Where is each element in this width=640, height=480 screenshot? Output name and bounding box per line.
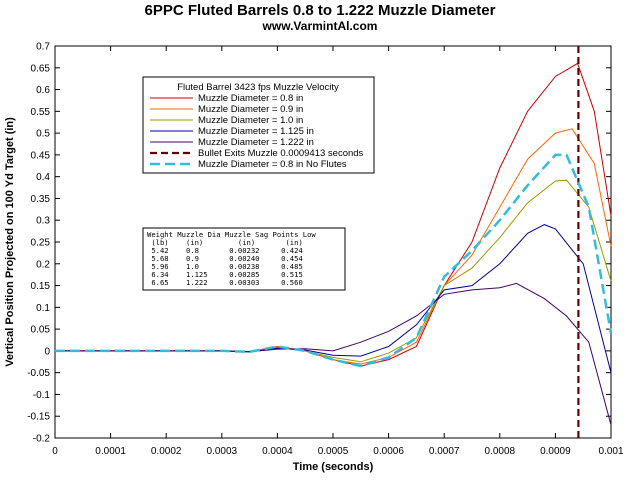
y-tick-label: 0.1: [36, 303, 50, 314]
y-tick-label: 0.7: [36, 42, 50, 53]
chart-title: 6PPC Fluted Barrels 0.8 to 1.222 Muzzle …: [144, 2, 496, 19]
table-line: 5.96 1.0 0.00238 0.485: [147, 262, 303, 271]
x-tick-label: 0.001: [598, 446, 623, 457]
x-tick-label: 0.0009: [540, 446, 571, 457]
y-tick-label: 0.25: [31, 238, 51, 249]
legend-title: Fluted Barrel 3423 fps Muzzle Velocity: [177, 82, 339, 93]
x-tick-label: 0.0001: [95, 446, 126, 457]
table-line: 5.68 0.9 0.00240 0.454: [147, 254, 303, 263]
x-tick-label: 0.0005: [318, 446, 349, 457]
table-line: (lb) (in) (in) (in): [147, 238, 303, 247]
series-layer: [55, 46, 613, 438]
x-tick-label: 0.0006: [373, 446, 404, 457]
y-tick-label: 0.2: [36, 259, 50, 270]
axis-ticks: 0 0.0001 0.0002 0.0003 0.0004 0.0005 0.0006 0.0…: [27, 42, 624, 458]
x-axis-label: Time (seconds): [293, 461, 374, 473]
table-line: 6.65 1.222 0.00303 0.560: [147, 278, 303, 287]
table-line: 5.42 0.8 0.00232 0.424: [147, 246, 303, 255]
legend-label: Muzzle Diameter = 1.0 in: [198, 115, 303, 126]
legend-label: Bullet Exits Muzzle 0.0009413 seconds: [198, 148, 364, 159]
y-tick-label: 0.3: [36, 216, 50, 227]
legend-label: Muzzle Diameter = 0.8 in: [198, 93, 303, 104]
data-table: Weight Muzzle Dia Muzzle Sag Points Low …: [142, 227, 346, 291]
x-tick-label: 0.0003: [207, 446, 238, 457]
x-tick-label: 0.0002: [151, 446, 182, 457]
data-table-box: [142, 227, 346, 291]
y-tick-label: -0.2: [33, 434, 51, 445]
table-line: Weight Muzzle Dia Muzzle Sag Points Low: [147, 230, 316, 239]
y-tick-label: 0.15: [31, 281, 51, 292]
y-tick-label: 0.45: [31, 150, 51, 161]
y-tick-label: 0.05: [31, 325, 51, 336]
x-tick-label: 0.0008: [485, 446, 516, 457]
y-tick-label: 0.35: [31, 194, 51, 205]
legend-box: [142, 76, 375, 174]
legend-label: Muzzle Diameter = 0.9 in: [198, 104, 303, 115]
x-tick-label: 0.0007: [429, 446, 460, 457]
legend-label: Muzzle Diameter = 1.125 in: [198, 126, 314, 137]
y-tick-label: -0.15: [27, 412, 50, 423]
series-line-5: [55, 282, 612, 426]
y-tick-label: 0: [44, 346, 50, 357]
x-tick-label: 0.0004: [262, 446, 293, 457]
y-tick-label: 0.5: [36, 129, 50, 140]
y-tick-label: -0.1: [33, 390, 51, 401]
y-tick-label: 0.65: [31, 63, 51, 74]
series-line-7: [55, 153, 613, 368]
y-axis-label: Vertical Position Projected on 100 Yd Ta…: [4, 117, 16, 367]
y-tick-label: 0.55: [31, 107, 51, 118]
chart-subtitle: www.VarmintAl.com: [262, 19, 378, 33]
legend-label: Muzzle Diameter = 0.8 in No Flutes: [198, 159, 347, 170]
legend: Fluted Barrel 3423 fps Muzzle Velocity M…: [142, 76, 375, 174]
y-tick-label: 0.4: [36, 172, 50, 183]
x-tick-label: 0: [52, 446, 58, 457]
y-tick-label: 0.6: [36, 85, 50, 96]
y-tick-label: -0.05: [27, 368, 50, 379]
table-line: 6.34 1.125 0.00285 0.515: [147, 270, 303, 279]
legend-label: Muzzle Diameter = 1.222 in: [198, 137, 314, 148]
